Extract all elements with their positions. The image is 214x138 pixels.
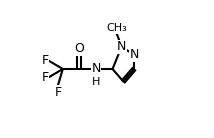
Text: N: N: [129, 48, 139, 61]
Text: F: F: [42, 71, 49, 84]
Text: O: O: [74, 42, 84, 55]
Text: H: H: [92, 77, 100, 87]
Text: F: F: [54, 86, 61, 99]
Text: F: F: [42, 54, 49, 67]
Text: N: N: [117, 40, 126, 53]
Text: N: N: [91, 63, 101, 75]
Text: CH₃: CH₃: [106, 23, 127, 33]
